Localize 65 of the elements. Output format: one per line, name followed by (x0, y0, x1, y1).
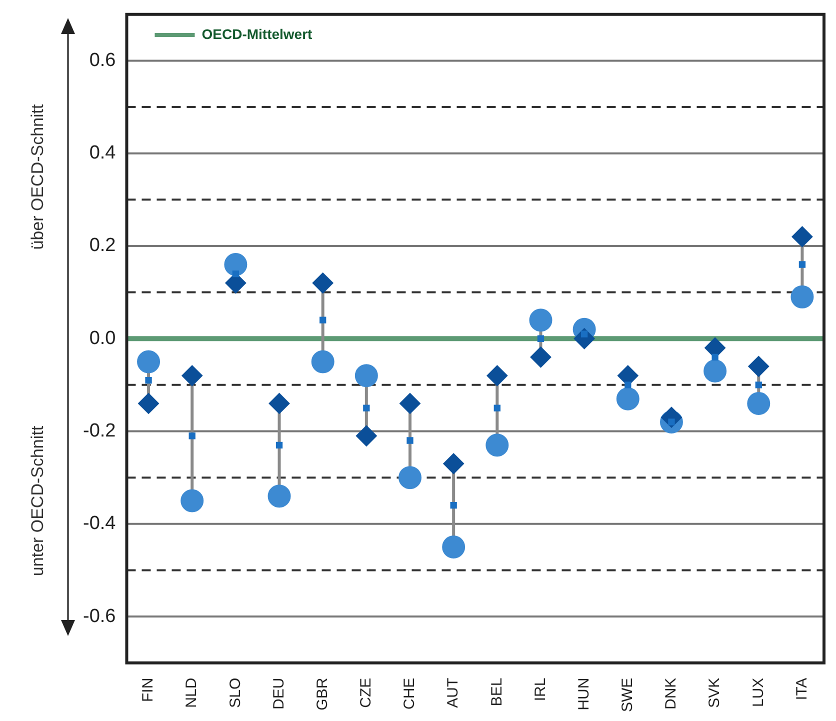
point (180, 489, 204, 512)
y-tick-label: 0.0 (89, 328, 116, 349)
point (530, 346, 552, 368)
point (406, 437, 414, 444)
x-tick-label: BEL (488, 678, 506, 706)
x-tick-label: NLD (183, 678, 200, 708)
point (312, 272, 334, 294)
text: unter OECD-Schnitt (28, 426, 48, 576)
point (616, 387, 640, 410)
point (450, 502, 457, 509)
y-tick-label: 0.4 (89, 142, 116, 164)
point (268, 392, 290, 414)
point (138, 392, 160, 414)
point (232, 270, 240, 278)
point (529, 308, 552, 332)
y-tick-label: -0.6 (82, 606, 116, 627)
y-tick-label: -0.4 (82, 513, 116, 534)
x-tick-label: SWE (619, 678, 636, 712)
point (268, 484, 291, 508)
x-tick-label: GBR (314, 678, 331, 710)
y-tick-label: 0.6 (89, 50, 116, 71)
point (712, 354, 718, 360)
point (704, 360, 727, 383)
x-tick-label: SLO (226, 678, 244, 708)
point (747, 392, 770, 415)
point (224, 253, 248, 276)
legend-label: OECD-Mittelwert (202, 26, 313, 42)
point (748, 356, 770, 377)
x-tick-label: HUN (575, 678, 592, 710)
x-tick-label: SVK (706, 678, 724, 708)
point (398, 466, 422, 490)
point (320, 316, 326, 324)
text: über OECD-Schnitt (28, 104, 48, 250)
x-tick-label: ITA (793, 678, 810, 700)
x-tick-label: CHE (401, 678, 418, 710)
x-tick-label: IRL (532, 678, 549, 702)
point (400, 392, 420, 414)
point (188, 432, 196, 440)
point (798, 261, 806, 268)
point (276, 442, 283, 448)
x-tick-label: LUX (750, 678, 767, 708)
point (486, 365, 508, 386)
point (442, 536, 466, 559)
point (790, 285, 814, 308)
point (311, 350, 334, 374)
point (363, 404, 370, 412)
x-tick-label: FIN (140, 678, 157, 702)
x-tick-label: DNK (662, 678, 680, 710)
point (755, 382, 762, 388)
point (145, 376, 152, 384)
point (182, 365, 203, 386)
y-tick-label: -0.2 (82, 420, 116, 442)
point (486, 434, 509, 457)
point (137, 350, 160, 374)
point (537, 335, 544, 342)
point (356, 425, 377, 446)
y-tick-label: 0.2 (89, 235, 116, 256)
x-tick-label: AUT (444, 678, 462, 708)
point (354, 364, 378, 388)
point (494, 404, 500, 412)
x-tick-label: CZE (358, 678, 375, 708)
point (792, 226, 813, 248)
point (443, 453, 464, 474)
x-tick-label: DEU (270, 678, 288, 710)
point (624, 382, 632, 388)
